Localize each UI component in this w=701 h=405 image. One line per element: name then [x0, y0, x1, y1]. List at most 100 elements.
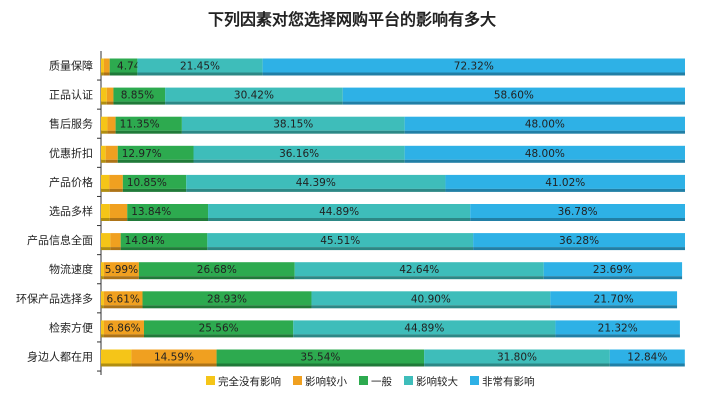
bar-segment-shadow: [208, 218, 471, 221]
bar-segment: [294, 262, 544, 277]
bar-segment: [342, 87, 685, 102]
bar-segment-shadow: [404, 159, 685, 163]
bar-segment-shadow: [122, 188, 187, 192]
bar-segment: [555, 320, 680, 335]
bar-segment-shadow: [101, 72, 104, 76]
bar-segment-shadow: [107, 130, 116, 134]
bar-segment: [101, 291, 104, 306]
data-label: 10.85%: [127, 177, 167, 189]
bar-segment: [106, 87, 114, 102]
category-label: 质量保障: [49, 59, 93, 73]
data-label: 5.99%: [105, 264, 138, 276]
data-label: 44.39%: [296, 177, 336, 189]
bar-segment-shadow: [101, 276, 104, 280]
legend-swatch: [293, 376, 302, 385]
legend-label: 影响较大: [416, 375, 458, 388]
bar-segment: [142, 291, 312, 306]
data-label: 30.42%: [234, 90, 274, 102]
bar-segment-shadow: [101, 130, 108, 134]
data-label: 12.84%: [627, 352, 667, 364]
bar-segment: [138, 262, 295, 277]
bar-segment: [404, 116, 685, 131]
bar-segment-shadow: [101, 188, 110, 192]
category-label: 检索方便: [49, 320, 93, 334]
bar-segment: [311, 291, 551, 306]
category-label: 产品价格: [49, 175, 93, 189]
data-label: 44.89%: [404, 322, 444, 334]
legend-label: 影响较小: [305, 375, 347, 388]
bar-segment-shadow: [101, 101, 107, 105]
bar-segment-shadow: [207, 247, 474, 251]
data-label: 13.84%: [131, 206, 171, 218]
bar-segment: [127, 204, 209, 218]
data-label: 48.00%: [525, 119, 565, 131]
bar-segment-shadow: [117, 159, 194, 163]
bar-segment: [105, 145, 118, 160]
bar-segment: [101, 87, 107, 102]
bar-segment: [103, 320, 144, 335]
data-label: 44.89%: [319, 206, 359, 218]
bar-segment-shadow: [103, 334, 144, 338]
bar-segment: [101, 174, 110, 189]
bar-segment: [101, 145, 106, 160]
bar-segment-shadow: [543, 276, 683, 280]
category-label: 环保产品选择多: [16, 291, 93, 305]
bar-segment: [473, 233, 685, 248]
bar-segment: [445, 174, 685, 189]
data-label: 45.51%: [320, 235, 360, 247]
bar-segment: [143, 320, 294, 335]
bar-segment-shadow: [101, 218, 110, 221]
data-label: 26.68%: [197, 264, 237, 276]
bar-segment-shadow: [294, 276, 544, 280]
bar-segment: [103, 291, 143, 306]
bar-segment-shadow: [131, 363, 217, 367]
data-label: 40.90%: [411, 293, 451, 305]
bar-segment-shadow: [120, 247, 208, 251]
bar-segment-shadow: [103, 72, 110, 76]
data-label: 31.80%: [497, 352, 537, 364]
data-label: 21.32%: [598, 322, 638, 334]
bar-segment-shadow: [101, 247, 111, 251]
bar-segment: [109, 58, 138, 73]
category-label: 正品认证: [49, 89, 93, 102]
data-label: 6.61%: [107, 293, 140, 305]
bar-segment: [101, 58, 104, 73]
bar-segment: [131, 349, 217, 364]
bar-segment: [117, 145, 194, 160]
bar-segment-shadow: [262, 72, 685, 76]
category-label: 身边人都在用: [27, 350, 93, 364]
legend-label: 一般: [371, 375, 392, 388]
bar-segment-shadow: [110, 247, 121, 251]
bar-segment: [208, 204, 471, 218]
bar-segment: [109, 204, 128, 218]
data-label: 35.54%: [300, 352, 340, 364]
data-label: 11.35%: [120, 119, 160, 131]
bar-segment: [101, 233, 111, 248]
bar-segment-shadow: [109, 72, 138, 76]
data-label: 23.69%: [593, 264, 633, 276]
data-label: 36.28%: [559, 235, 599, 247]
data-label: 36.78%: [558, 206, 598, 218]
bar-segment-shadow: [106, 101, 114, 105]
bar-segment-shadow: [109, 188, 123, 192]
legend-swatch: [206, 376, 215, 385]
bar-segment-shadow: [101, 334, 104, 338]
bar-segment-shadow: [101, 305, 104, 309]
bar-segment-shadow: [216, 363, 425, 367]
chart-title: 下列因素对您选择网购平台的影响有多大: [208, 10, 496, 29]
bar-segment: [101, 116, 108, 131]
legend-swatch: [470, 376, 479, 385]
bar-segment-shadow: [181, 130, 405, 134]
bar-segment-shadow: [473, 247, 685, 251]
data-label: 41.02%: [545, 177, 585, 189]
category-label: 优惠折扣: [49, 146, 93, 160]
bar-segment: [181, 116, 405, 131]
data-label: 14.84%: [125, 235, 165, 247]
bar-segment-shadow: [137, 72, 263, 76]
bar-segment-shadow: [113, 101, 166, 105]
bar-segment-shadow: [127, 218, 209, 221]
bar-segment: [216, 349, 425, 364]
bar-segment: [137, 58, 263, 73]
bar-segment: [113, 87, 166, 102]
